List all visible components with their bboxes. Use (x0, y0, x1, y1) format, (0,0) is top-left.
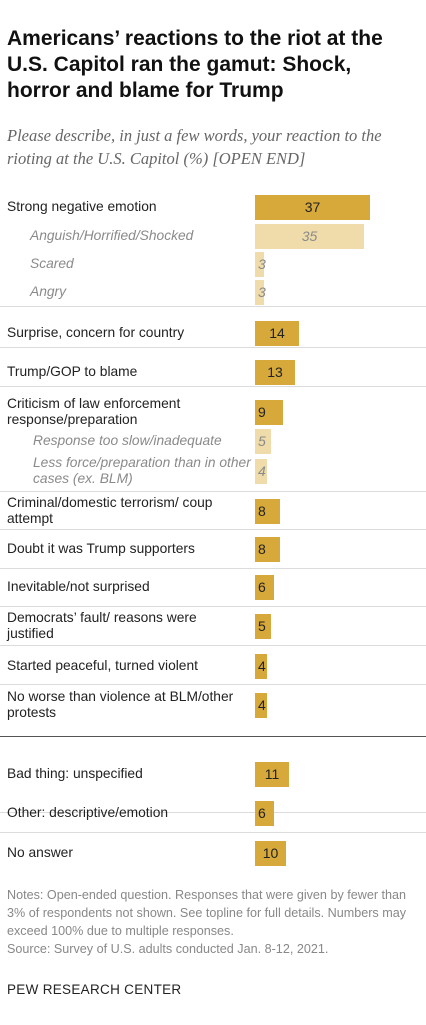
row-divider (0, 347, 426, 348)
category-label: Other: descriptive/emotion (7, 805, 169, 820)
bar (255, 252, 264, 277)
data-label: 35 (301, 228, 318, 244)
data-label: 6 (258, 805, 266, 821)
data-label: 10 (262, 845, 279, 861)
category-label: Doubt it was Trump supporters (7, 541, 195, 556)
category-label: Strong negative emotion (7, 199, 157, 214)
category-label: Response too slow/inadequate (33, 433, 222, 448)
category-label: Democrats’ fault/ reasons were justified (7, 610, 197, 641)
category-label: Scared (30, 256, 74, 271)
row-divider (0, 491, 426, 492)
data-label: 13 (267, 364, 283, 380)
bar (255, 400, 283, 425)
row-divider (0, 606, 426, 607)
data-label: 8 (258, 541, 266, 557)
source-org: PEW RESEARCH CENTER (7, 982, 182, 997)
data-label: 4 (258, 697, 266, 713)
category-label: No answer (7, 845, 73, 860)
notes: Notes: Open-ended question. Responses th… (7, 886, 425, 958)
data-label: 4 (258, 463, 266, 479)
data-label: 5 (258, 618, 266, 634)
category-label: Trump/GOP to blame (7, 364, 138, 379)
bar (255, 499, 280, 524)
data-label: 6 (258, 579, 266, 595)
category-label: Angry (30, 284, 67, 299)
notes-text: Notes: Open-ended question. Responses th… (7, 888, 407, 956)
category-label: Anguish/Horrified/Shocked (30, 228, 194, 243)
bar (255, 841, 286, 866)
category-label: Criminal/domestic terrorism/ coup attemp… (7, 495, 213, 526)
category-label: Surprise, concern for country (7, 325, 185, 340)
bar (255, 280, 264, 305)
category-label: No worse than violence at BLM/other prot… (7, 689, 234, 720)
row-divider (0, 684, 426, 685)
category-label: Bad thing: unspecified (7, 766, 143, 781)
bar (255, 429, 271, 454)
category-label: Inevitable/not surprised (7, 579, 150, 594)
row-divider (0, 386, 426, 387)
bar (255, 195, 370, 220)
row-divider (0, 832, 426, 833)
bar (255, 575, 274, 600)
row-divider (0, 645, 426, 646)
bar (255, 801, 274, 826)
bar (255, 614, 271, 639)
bar (255, 224, 364, 249)
bar (255, 459, 267, 484)
bar (255, 762, 289, 787)
category-label: Less force/preparation than in other cas… (33, 455, 251, 486)
row-divider (0, 812, 426, 813)
data-label: 4 (258, 658, 266, 674)
data-label: 8 (258, 503, 266, 519)
row-divider (0, 306, 426, 307)
bar (255, 693, 267, 718)
row-divider (0, 568, 426, 569)
data-label: 3 (258, 284, 266, 300)
category-label: Started peaceful, turned violent (7, 658, 198, 673)
bar (255, 537, 280, 562)
row-divider (0, 529, 426, 530)
bar (255, 360, 295, 385)
bar (255, 321, 299, 346)
data-label: 5 (258, 433, 266, 449)
category-label: Criticism of law enforcement response/pr… (7, 396, 181, 427)
chart-title: Americans’ reactions to the riot at the … (7, 27, 383, 102)
bar (255, 654, 267, 679)
bar-chart: Strong negative emotion 37 Anguish/Horrifi… (0, 186, 426, 876)
data-label: 37 (304, 199, 321, 215)
data-label: 11 (264, 766, 280, 782)
data-label: 14 (269, 325, 285, 341)
data-label: 3 (258, 256, 266, 272)
data-label: 9 (258, 404, 266, 420)
chart-subtitle: Please describe, in just a few words, yo… (7, 126, 382, 168)
section-divider (0, 736, 426, 737)
